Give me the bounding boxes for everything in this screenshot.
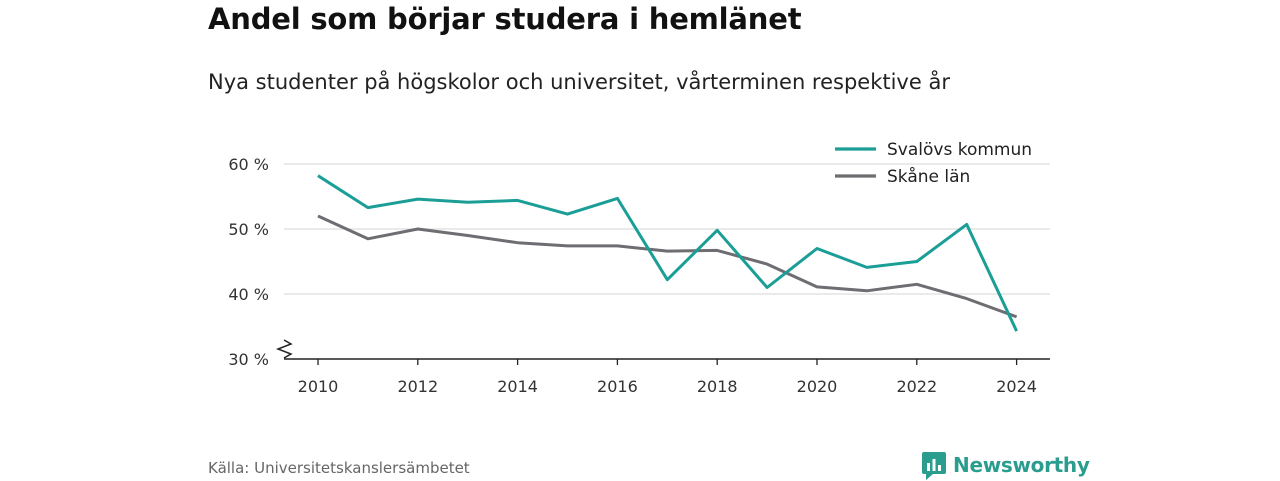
source-note: Källa: Universitetskanslersämbetet — [208, 459, 470, 477]
x-tick-label: 2024 — [996, 377, 1037, 396]
x-axis-labels: 2010 2012 2014 2016 2018 2020 2022 2024 — [298, 359, 1037, 396]
x-tick-label: 2012 — [397, 377, 438, 396]
x-tick-label: 2020 — [797, 377, 838, 396]
series-lines — [317, 174, 1018, 332]
y-tick-label: 60 % — [228, 155, 269, 174]
y-tick-label: 50 % — [228, 220, 269, 239]
x-tick-label: 2010 — [298, 377, 339, 396]
page-title: Andel som börjar studera i hemlänet — [208, 2, 802, 36]
x-tick-label: 2018 — [697, 377, 738, 396]
axis-break-icon — [275, 339, 293, 359]
bar-chart-bubble-icon — [922, 452, 946, 480]
y-axis-labels: 30 % 40 % 50 % 60 % — [228, 155, 269, 369]
x-tick-label: 2022 — [896, 377, 937, 396]
series-line-0 — [317, 174, 1018, 332]
legend-label: Skåne län — [887, 166, 970, 187]
x-tick-label: 2016 — [597, 377, 638, 396]
legend-label: Svalövs kommun — [887, 140, 1032, 160]
y-tick-label: 30 % — [228, 350, 269, 369]
y-tick-label: 40 % — [228, 285, 269, 304]
x-axis — [275, 339, 1050, 360]
brand-name: Newsworthy — [953, 453, 1090, 477]
brand-logo: Newsworthy — [922, 449, 1090, 481]
page-subtitle: Nya studenter på högskolor och universit… — [208, 70, 950, 94]
series-line-1 — [317, 214, 1018, 319]
legend: Svalövs kommun Skåne län — [835, 140, 1032, 187]
x-tick-label: 2014 — [497, 377, 538, 396]
